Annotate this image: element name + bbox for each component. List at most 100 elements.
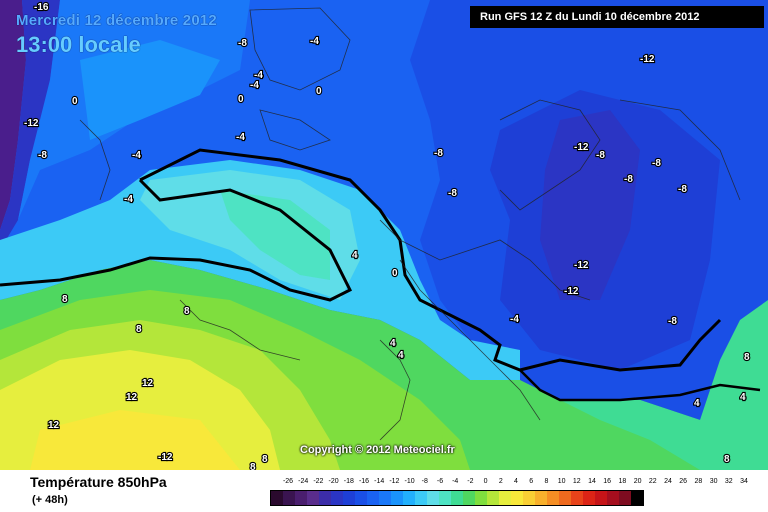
legend-swatch — [559, 491, 571, 505]
legend-swatch — [319, 491, 331, 505]
legend-label: 20 — [633, 478, 642, 485]
color-legend — [270, 490, 644, 506]
legend-swatch — [523, 491, 535, 505]
legend-swatch — [403, 491, 415, 505]
legend-swatch — [295, 491, 307, 505]
legend-label: 16 — [603, 478, 612, 485]
legend-label: -26 — [282, 478, 294, 485]
iso-label: -4 — [124, 194, 133, 205]
legend-swatch — [307, 491, 319, 505]
legend-swatch — [619, 491, 631, 505]
iso-label: -8 — [238, 38, 247, 49]
legend-swatch — [499, 491, 511, 505]
legend-label: -12 — [389, 478, 400, 485]
legend-swatch — [583, 491, 595, 505]
iso-label: -8 — [624, 174, 633, 185]
legend-swatch — [439, 491, 451, 505]
legend-label: -22 — [313, 478, 324, 485]
iso-label: -12 — [574, 142, 589, 153]
iso-label: 4 — [352, 250, 358, 261]
legend-label: 34 — [740, 478, 748, 485]
iso-label: 8 — [744, 352, 750, 363]
forecast-date: Mercredi 12 décembre 2012 — [16, 12, 217, 29]
legend-swatch — [343, 491, 355, 505]
iso-label: 0 — [316, 86, 322, 97]
iso-label: -8 — [596, 150, 605, 161]
legend-swatch — [271, 491, 283, 505]
legend-label: -20 — [328, 478, 339, 485]
legend-label: 26 — [679, 478, 688, 485]
forecast-lead: (+ 48h) — [32, 494, 68, 506]
iso-label: -4 — [236, 132, 245, 143]
legend-swatch — [415, 491, 427, 505]
legend-label: -24 — [298, 478, 309, 485]
iso-label: -4 — [510, 314, 519, 325]
legend-label: 28 — [694, 478, 703, 485]
iso-label: -4 — [132, 150, 141, 161]
iso-label: -12 — [24, 118, 39, 129]
legend-label: 2 — [498, 478, 503, 485]
legend-swatch — [451, 491, 463, 505]
model-run-info: Run GFS 12 Z du Lundi 10 décembre 2012 — [470, 6, 764, 28]
iso-label: 12 — [126, 392, 138, 403]
iso-label: -4 — [310, 36, 319, 47]
iso-label: 4 — [398, 350, 404, 361]
cold-region-west — [0, 0, 26, 230]
legend-label: -14 — [374, 478, 385, 485]
iso-label: 8 — [184, 306, 190, 317]
copyright: Copyright © 2012 Meteociel.fr — [300, 444, 455, 456]
legend-label: -4 — [452, 478, 459, 485]
footer: Température 850hPa (+ 48h) -26 -24 -22 -20-… — [0, 470, 768, 512]
legend-label: -10 — [404, 478, 415, 485]
iso-label: 8 — [262, 454, 268, 465]
legend-swatch — [367, 491, 379, 505]
iso-label: -12 — [574, 260, 589, 271]
iso-label: -8 — [38, 150, 47, 161]
iso-label: 8 — [136, 324, 142, 335]
legend-label: 32 — [724, 478, 733, 485]
legend-label: 8 — [544, 478, 549, 485]
legend-label: -8 — [421, 478, 428, 485]
iso-label: 8 — [250, 462, 256, 470]
legend-swatch — [487, 491, 499, 505]
iso-label: 8 — [62, 294, 68, 305]
iso-label: 0 — [72, 96, 78, 107]
iso-label: -12 — [564, 286, 579, 297]
legend-label: 24 — [664, 478, 672, 485]
legend-label: 4 — [514, 478, 518, 485]
iso-label: 4 — [694, 398, 700, 409]
legend-label: 22 — [648, 478, 657, 485]
legend-swatch — [283, 491, 295, 505]
legend-label: -16 — [358, 478, 370, 485]
legend-label: 6 — [529, 478, 534, 485]
legend-swatch — [631, 491, 643, 505]
legend-swatch — [595, 491, 607, 505]
legend-label: -6 — [436, 478, 444, 485]
legend-label: 30 — [709, 478, 718, 485]
iso-label: -8 — [448, 188, 457, 199]
iso-label: -8 — [668, 316, 677, 327]
legend-label: 18 — [618, 478, 627, 485]
iso-label: 0 — [392, 268, 398, 279]
legend-swatch — [355, 491, 367, 505]
iso-label: -8 — [652, 158, 661, 169]
iso-label: -12 — [158, 452, 173, 463]
iso-label: -16 — [34, 2, 49, 13]
iso-label: 12 — [142, 378, 154, 389]
legend-swatch — [571, 491, 583, 505]
iso-label: -12 — [640, 54, 655, 65]
legend-swatch — [535, 491, 547, 505]
iso-label: -8 — [678, 184, 687, 195]
zero-isotherm-west — [0, 178, 353, 302]
iso-label: 0 — [238, 94, 244, 105]
iso-label: -4 — [250, 80, 259, 91]
temperature-map: -16 -8 -4 0 -4 -4 0 -12 -8 0 -4 -8 -4 -4… — [0, 0, 768, 470]
iso-label: 8 — [724, 454, 730, 465]
legend-label: 14 — [588, 478, 596, 485]
legend-label: 12 — [572, 478, 581, 485]
legend-swatch — [391, 491, 403, 505]
legend-swatch — [379, 491, 391, 505]
legend-label: -2 — [467, 478, 474, 485]
legend-swatch — [607, 491, 619, 505]
legend-swatch — [475, 491, 487, 505]
